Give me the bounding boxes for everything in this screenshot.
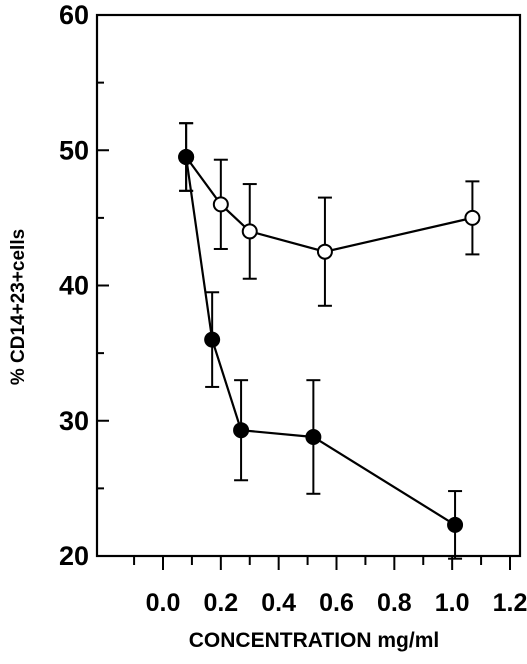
data-point — [233, 422, 250, 439]
y-axis-label: % CD14+23+cells — [8, 229, 29, 385]
axis-ticks: 20 30 40 50 60 0.0 0.2 0.4 0.6 0.8 1.0 1.2 — [59, 0, 527, 617]
series-1 — [178, 122, 481, 307]
data-point — [464, 209, 481, 226]
y-tick-label: 60 — [59, 0, 89, 30]
x-axis-label: CONCENTRATION mg/ml — [189, 629, 439, 652]
series-2 — [178, 122, 464, 560]
x-tick-label: 1.0 — [435, 589, 470, 617]
y-tick-label: 50 — [59, 135, 89, 165]
data-point — [241, 223, 258, 240]
x-tick-label: 0.8 — [377, 589, 412, 617]
data-point — [212, 196, 229, 213]
x-tick-label: 0.4 — [261, 589, 296, 617]
plot-border — [95, 13, 522, 558]
data-point — [316, 243, 333, 260]
x-tick-label: 0.0 — [146, 589, 181, 617]
series-line — [185, 156, 473, 253]
x-tick-label: 1.2 — [493, 589, 527, 617]
plot-frame — [95, 13, 522, 558]
series-layer — [178, 122, 481, 560]
x-tick-label: 0.6 — [319, 589, 354, 617]
x-tick-label: 0.2 — [203, 589, 238, 617]
data-point — [305, 428, 322, 445]
data-point — [204, 331, 221, 348]
y-tick-label: 40 — [59, 271, 89, 301]
y-tick-label: 20 — [59, 541, 89, 571]
series-line — [185, 156, 456, 526]
data-point — [447, 516, 464, 533]
data-point — [178, 149, 195, 166]
y-tick-label: 30 — [59, 406, 89, 436]
